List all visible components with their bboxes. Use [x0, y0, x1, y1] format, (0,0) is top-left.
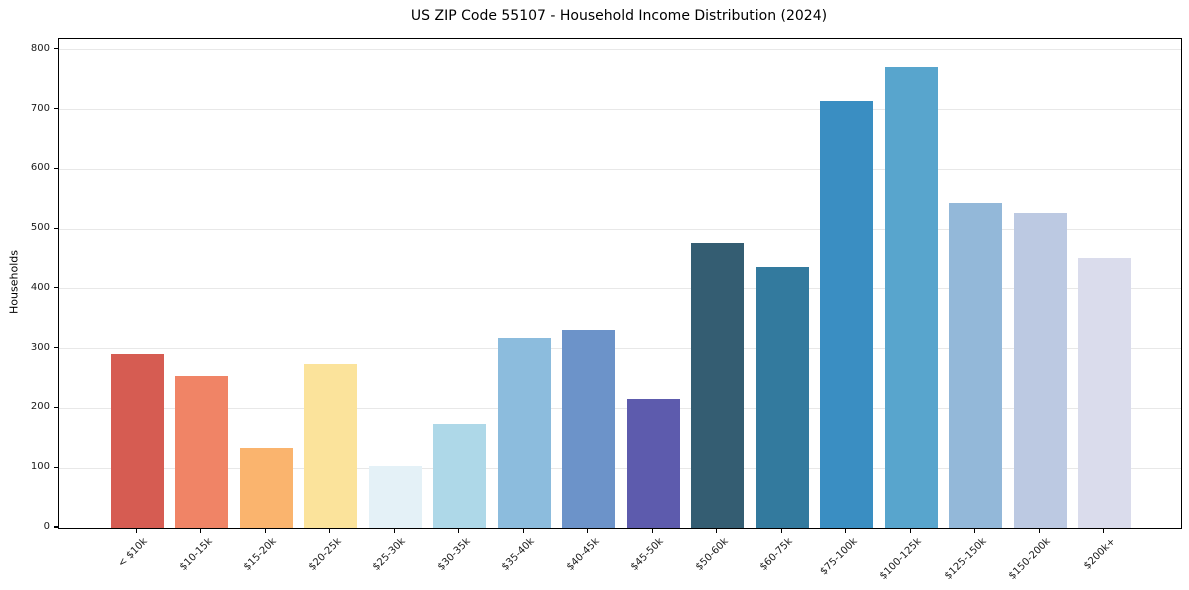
x-tick-mark-3 — [329, 528, 331, 533]
x-tick-mark-9 — [716, 528, 718, 533]
x-tick-mark-12 — [909, 528, 911, 533]
bar--40-45k — [562, 330, 616, 528]
y-tick-mark-500 — [53, 227, 58, 229]
gridline-100 — [59, 467, 1181, 469]
x-tick-label-2: $15-20k — [242, 536, 280, 573]
x-tick-label-5: $30-35k — [435, 536, 473, 573]
x-tick-mark-11 — [845, 528, 847, 533]
bar--125-150k — [949, 203, 1003, 528]
gridline-700 — [59, 109, 1181, 111]
bar--45-50k — [626, 398, 680, 528]
x-tick-label-11: $75-100k — [818, 536, 860, 578]
x-tick-mark-1 — [200, 528, 202, 533]
x-tick-mark-13 — [974, 528, 976, 533]
x-tick-label-14: $150-200k — [1007, 536, 1054, 582]
x-tick-mark-2 — [264, 528, 266, 533]
bar--10k — [110, 354, 164, 528]
chart-title: US ZIP Code 55107 - Household Income Dis… — [410, 8, 828, 24]
x-tick-label-7: $40-45k — [564, 536, 602, 573]
y-tick-mark-400 — [53, 287, 58, 289]
x-tick-label-3: $20-25k — [306, 536, 344, 573]
bar--50-60k — [691, 242, 745, 528]
x-tick-mark-10 — [780, 528, 782, 533]
bar--75-100k — [820, 100, 874, 528]
gridline-800 — [59, 49, 1181, 51]
y-tick-mark-200 — [53, 406, 58, 409]
y-tick-mark-600 — [53, 167, 58, 169]
gridline-300 — [59, 348, 1181, 350]
y-tick-mark-100 — [53, 466, 58, 468]
x-tick-label-1: $10-15k — [177, 536, 215, 573]
x-tick-label-6: $35-40k — [500, 536, 538, 573]
y-tick-label-700: 700 — [30, 102, 50, 114]
bar--35-40k — [497, 338, 551, 528]
y-tick-label-500: 500 — [30, 222, 50, 234]
x-tick-label-9: $50-60k — [693, 536, 731, 573]
x-tick-mark-4 — [393, 528, 395, 533]
y-tick-label-0: 0 — [43, 521, 50, 532]
gridline-500 — [59, 228, 1181, 230]
bar--15-20k — [239, 447, 293, 528]
y-tick-label-100: 100 — [30, 461, 50, 473]
x-tick-mark-5 — [458, 528, 460, 533]
gridline-600 — [59, 168, 1181, 170]
y-tick-mark-800 — [53, 48, 58, 50]
x-tick-mark-14 — [1038, 528, 1040, 533]
x-tick-label-8: $45-50k — [629, 536, 667, 573]
bar--150-200k — [1013, 212, 1067, 528]
y-tick-label-200: 200 — [30, 401, 50, 413]
x-tick-label-12: $100-125k — [878, 536, 925, 582]
y-tick-label-400: 400 — [30, 281, 50, 293]
x-tick-label-13: $125-150k — [942, 536, 989, 582]
bar--30-35k — [433, 423, 487, 528]
x-tick-label-0: < $10k — [116, 536, 151, 570]
x-tick-label-4: $25-30k — [371, 536, 409, 573]
bar--200k+ — [1078, 257, 1132, 528]
y-tick-label-800: 800 — [30, 42, 50, 54]
x-tick-label-15: $200k+ — [1081, 536, 1118, 572]
gridline-200 — [59, 407, 1181, 409]
x-tick-mark-6 — [522, 528, 524, 533]
bar--60-75k — [755, 266, 809, 528]
bar--20-25k — [304, 363, 358, 528]
x-tick-mark-0 — [135, 528, 137, 533]
x-tick-label-10: $60-75k — [758, 536, 796, 573]
bar--25-30k — [368, 465, 422, 528]
y-tick-mark-0 — [53, 526, 58, 528]
x-tick-mark-15 — [1103, 528, 1105, 533]
bar--100-125k — [884, 67, 938, 528]
y-tick-mark-700 — [53, 107, 58, 110]
bar--10-15k — [175, 375, 229, 528]
y-tick-label-300: 300 — [30, 341, 50, 353]
x-tick-mark-7 — [587, 528, 589, 533]
gridline-400 — [59, 288, 1181, 290]
y-tick-mark-300 — [53, 347, 58, 349]
plot-area — [58, 38, 1182, 529]
y-tick-label-600: 600 — [30, 162, 50, 174]
x-tick-mark-8 — [651, 528, 653, 533]
